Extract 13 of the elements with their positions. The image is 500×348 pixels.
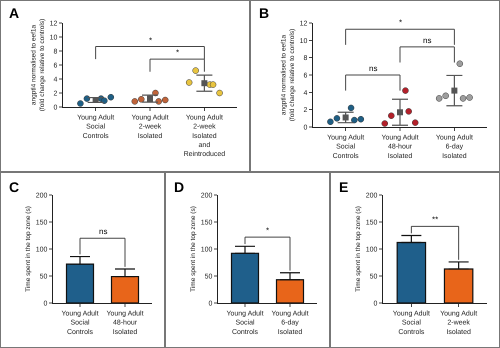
annotation: * — [176, 48, 180, 57]
annotation: ** — [432, 215, 438, 224]
annotation: * — [266, 226, 270, 235]
annotation: ns — [423, 36, 432, 45]
annotation: * — [399, 18, 402, 27]
chart-title: C — [9, 179, 20, 195]
chart-title: E — [339, 179, 348, 195]
chart-title: B — [259, 5, 270, 21]
chart-title: A — [9, 5, 20, 21]
annotation: ns — [99, 227, 108, 236]
annotation: ns — [369, 64, 378, 73]
annotation: * — [149, 36, 152, 45]
chart-title: D — [174, 179, 184, 195]
